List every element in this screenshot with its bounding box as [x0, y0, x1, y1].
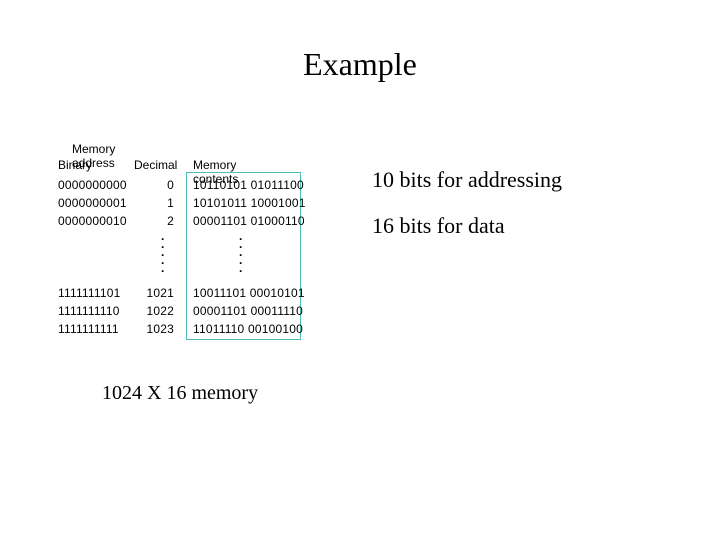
cell-decimal: 1023 [144, 322, 174, 336]
cell-decimal: 0 [144, 178, 174, 192]
cell-binary: 0000000001 [58, 196, 127, 210]
memory-caption: 1024 X 16 memory [102, 382, 258, 405]
cell-binary: 0000000010 [58, 214, 127, 228]
cell-binary: 0000000000 [58, 178, 127, 192]
cell-contents: 10101011 10001001 [193, 196, 306, 210]
cell-contents: 11011110 00100100 [193, 322, 303, 336]
cell-decimal: 2 [144, 214, 174, 228]
cell-binary: 1111111110 [58, 304, 120, 318]
cell-decimal: 1 [144, 196, 174, 210]
cell-contents: 10110101 01011100 [193, 178, 304, 192]
header-binary: Binary [58, 158, 92, 172]
cell-binary: 1111111111 [58, 322, 119, 336]
vertical-ellipsis: ..... [239, 232, 242, 272]
cell-contents: 00001101 00011110 [193, 304, 303, 318]
header-decimal: Decimal [134, 158, 177, 172]
note-data: 16 bits for data [372, 213, 505, 239]
cell-contents: 00001101 01000110 [193, 214, 305, 228]
cell-contents: 10011101 00010101 [193, 286, 305, 300]
cell-binary: 1111111101 [58, 286, 121, 300]
cell-decimal: 1021 [144, 286, 174, 300]
cell-decimal: 1022 [144, 304, 174, 318]
page-title: Example [0, 46, 720, 83]
vertical-ellipsis: ..... [161, 232, 164, 272]
note-addressing: 10 bits for addressing [372, 167, 562, 193]
